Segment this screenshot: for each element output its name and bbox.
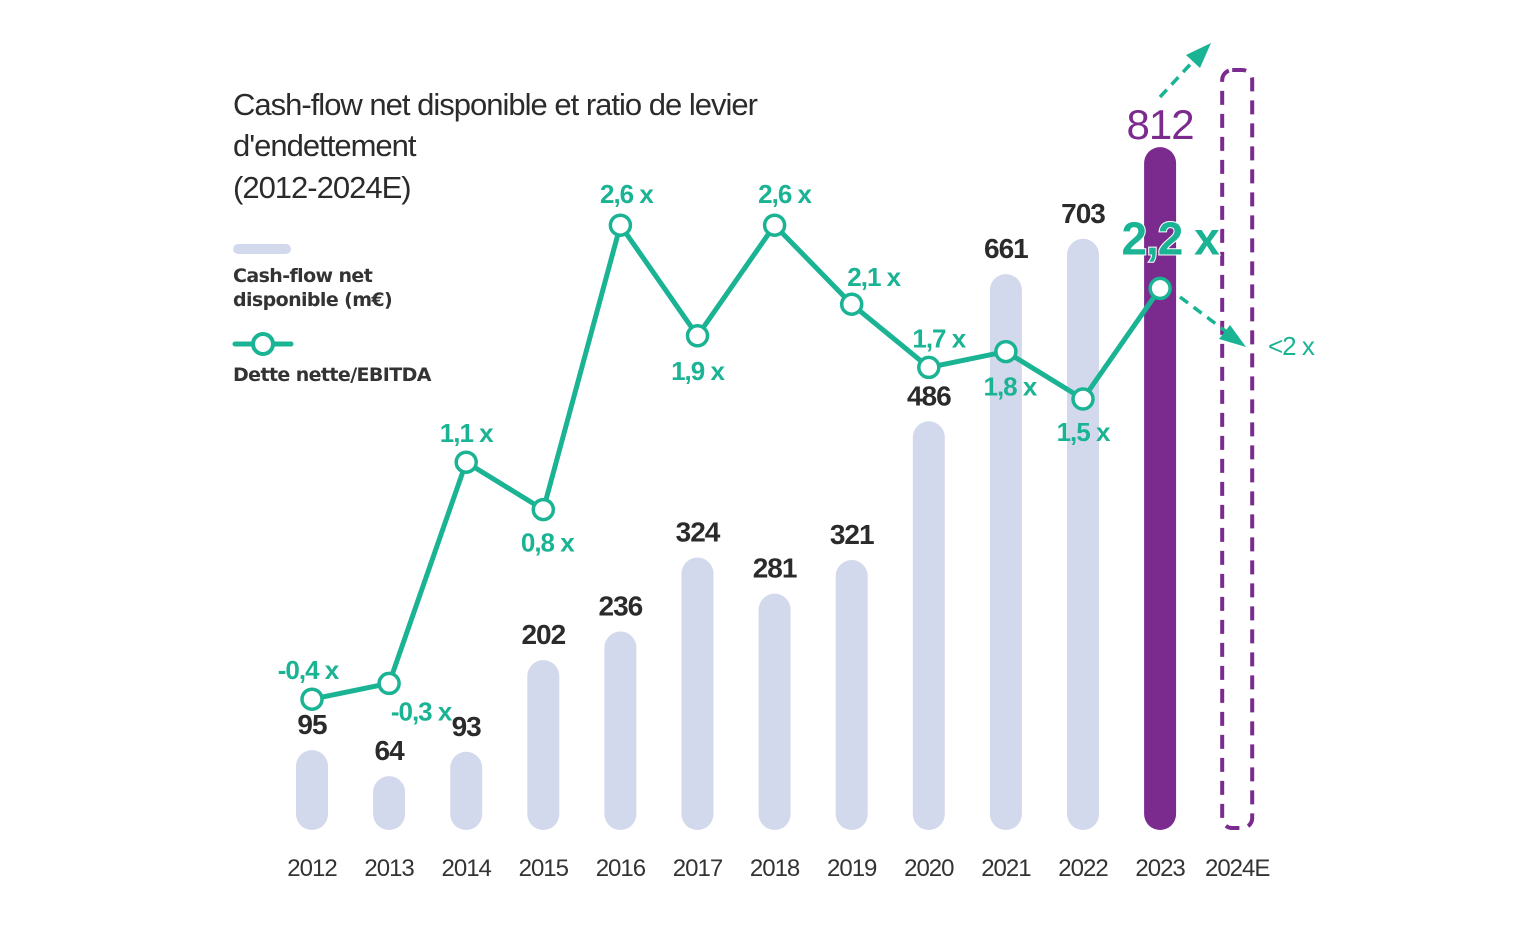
ratio-marker [762,213,787,237]
ratio-value-label: 2,1 x [847,262,901,292]
ratio-value-label: 1,9 x [671,356,725,386]
ratio-value-label: 2,6 x [758,179,812,209]
bar-value-label: 661 [984,233,1028,264]
x-tick-label: 2019 [827,855,877,882]
chart-title: Cash-flow net disponible et ratio de lev… [233,87,759,205]
bar-value-label: 93 [452,711,482,742]
bar-value-label: 64 [375,735,406,766]
legend-bar-label-2: disponible (m€) [233,289,392,311]
x-tick-label: 2018 [750,855,800,882]
bar-value-label: 321 [830,519,874,550]
bar-2018 [758,593,791,830]
bar-value-label: 95 [297,709,327,740]
ratio-marker [1071,387,1095,411]
ratio-marker [685,324,710,348]
x-tick-label: 2024E [1205,855,1269,882]
x-tick-label: 2020 [904,855,954,882]
legend-marker-icon [251,332,275,356]
ratio-value-label: 0,8 x [521,528,575,558]
ratio-marker [1148,276,1172,301]
x-tick-label: 2015 [519,855,569,882]
bar-2015 [527,660,560,830]
ratio-marker [454,450,478,474]
ratio-value-label: 1,5 x [1057,417,1111,447]
bar-2022 [1067,238,1099,831]
ratio-marker [300,687,324,711]
x-tick-label: 2022 [1058,855,1108,882]
bar-value-label: 703 [1061,198,1105,229]
forecast-ratio-label: <2 x [1268,331,1315,361]
bar-value-label: 202 [521,619,565,650]
forecast: <2 x [1158,43,1316,830]
arrow-down-head-icon [1219,325,1246,347]
forecast-bar-outline [1220,68,1255,830]
bar-value-label: 812 [1127,101,1194,148]
x-tick-label: 2021 [981,855,1031,882]
x-tick-label: 2014 [442,855,492,882]
ratio-value-label: 1,7 x [912,323,966,353]
legend: Cash-flow net disponible (m€) Dette nett… [232,244,432,386]
bar-2020 [912,421,945,830]
x-tick-label: 2017 [673,855,723,882]
bar-2017 [681,557,714,830]
arrow-up-head-icon [1186,43,1211,68]
ratio-marker [377,671,401,696]
ratio-marker [839,292,864,316]
bar-value-label: 281 [753,553,797,584]
bar-value-label: 324 [676,517,721,548]
cashflow-up-arrow [1158,55,1199,99]
x-axis: 2012 2013 2014 2015 2016 2017 2018 2019 2020 2021… [287,855,1270,882]
ratio-value-label: 2,2 x [1121,212,1220,264]
legend-bar-label-1: Cash-flow net [233,265,373,287]
bar-2021 [989,274,1022,830]
ratio-down-arrow [1178,295,1230,335]
title-line-3: (2012-2024E) [233,170,411,205]
ratio-line: -0,4 x -0,3 x 1,1 x 0,8 x 2,6 x 1,9 x 2,6 x 2,1… [278,179,1222,726]
bars: 95 64 93 202 236 324 281 321 486 661 703 812 [296,101,1195,831]
ratio-value-label: -0,3 x [391,696,453,726]
bar-value-label: 486 [907,380,951,411]
ratio-marker [531,497,556,522]
bar-2014 [450,751,483,830]
legend-line-label: Dette nette/EBITDA [233,364,432,386]
x-tick-label: 2013 [364,855,414,882]
bar-2012 [296,750,328,830]
ratio-marker [917,355,941,380]
x-tick-label: 2023 [1135,855,1185,882]
ratio-marker [608,213,633,237]
title-line-1: Cash-flow net disponible et ratio de lev… [233,87,758,122]
title-line-2: d'endettement [233,128,417,163]
x-tick-label: 2012 [287,855,337,882]
bar-2019 [835,560,868,830]
legend-bar-swatch [233,244,291,254]
ratio-value-label: 2,6 x [600,179,654,209]
bar-2016 [604,631,637,830]
bar-2013 [373,776,406,830]
ratio-value-label: -0,4 x [278,655,340,685]
x-tick-label: 2016 [596,855,646,882]
ratio-marker [994,339,1018,364]
ratio-value-label: 1,1 x [440,418,494,448]
bar-2023 [1144,147,1177,830]
bar-value-label: 236 [599,591,643,622]
ratio-line-path [311,222,1163,702]
ratio-value-label: 1,8 x [983,372,1037,402]
